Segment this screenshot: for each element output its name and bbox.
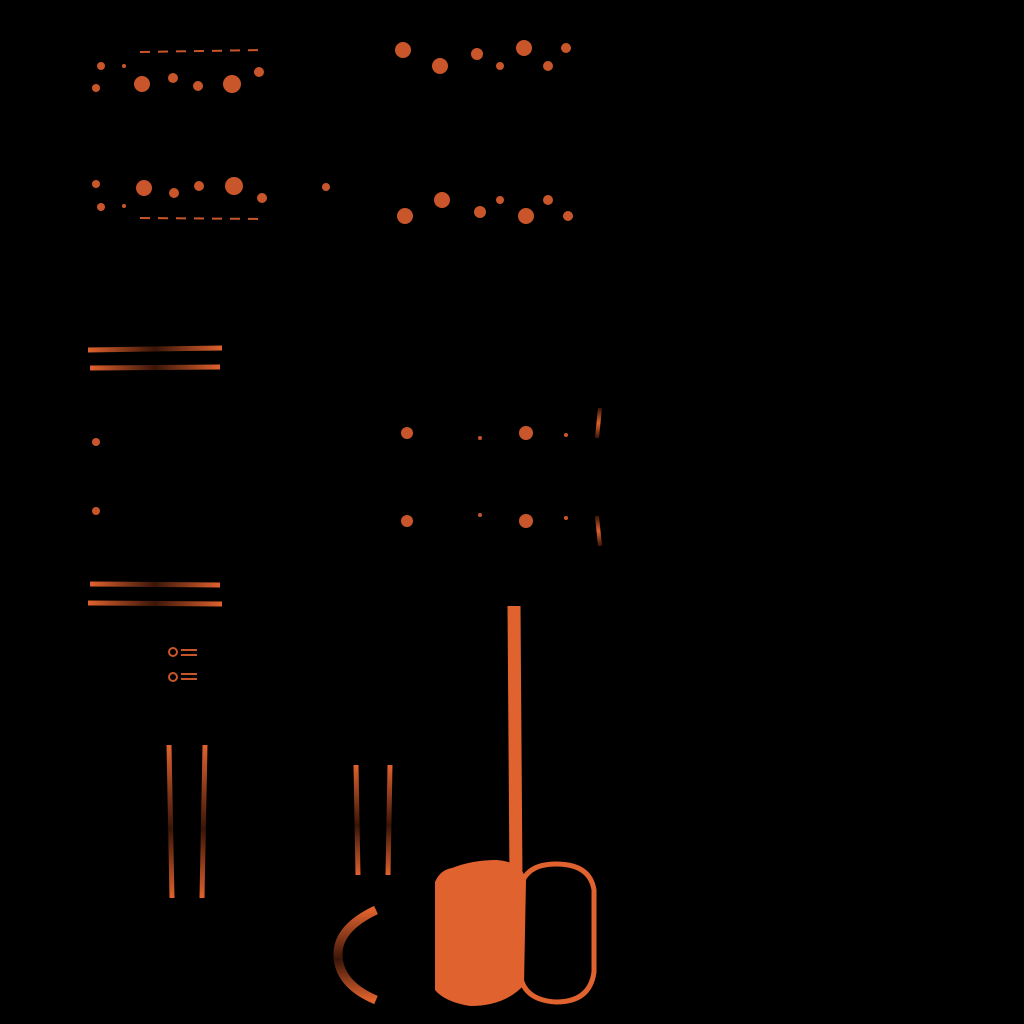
rivet-dots-panel-top-left bbox=[92, 49, 330, 220]
vent-bars-right bbox=[649, 382, 999, 742]
rivet-dots-panel-top-center bbox=[395, 40, 573, 224]
capsule-filled bbox=[435, 860, 526, 1006]
bracket-lines-lower-left bbox=[87, 438, 223, 682]
dot-grid-middle bbox=[401, 407, 602, 547]
bracket-lines-upper-left bbox=[87, 345, 223, 389]
capsule-outline bbox=[517, 861, 597, 1005]
slot-lines-cluster bbox=[378, 82, 624, 186]
crosshair-arc bbox=[284, 905, 416, 1005]
dash-row-bottom bbox=[616, 991, 916, 1000]
vertical-rails bbox=[166, 605, 584, 899]
